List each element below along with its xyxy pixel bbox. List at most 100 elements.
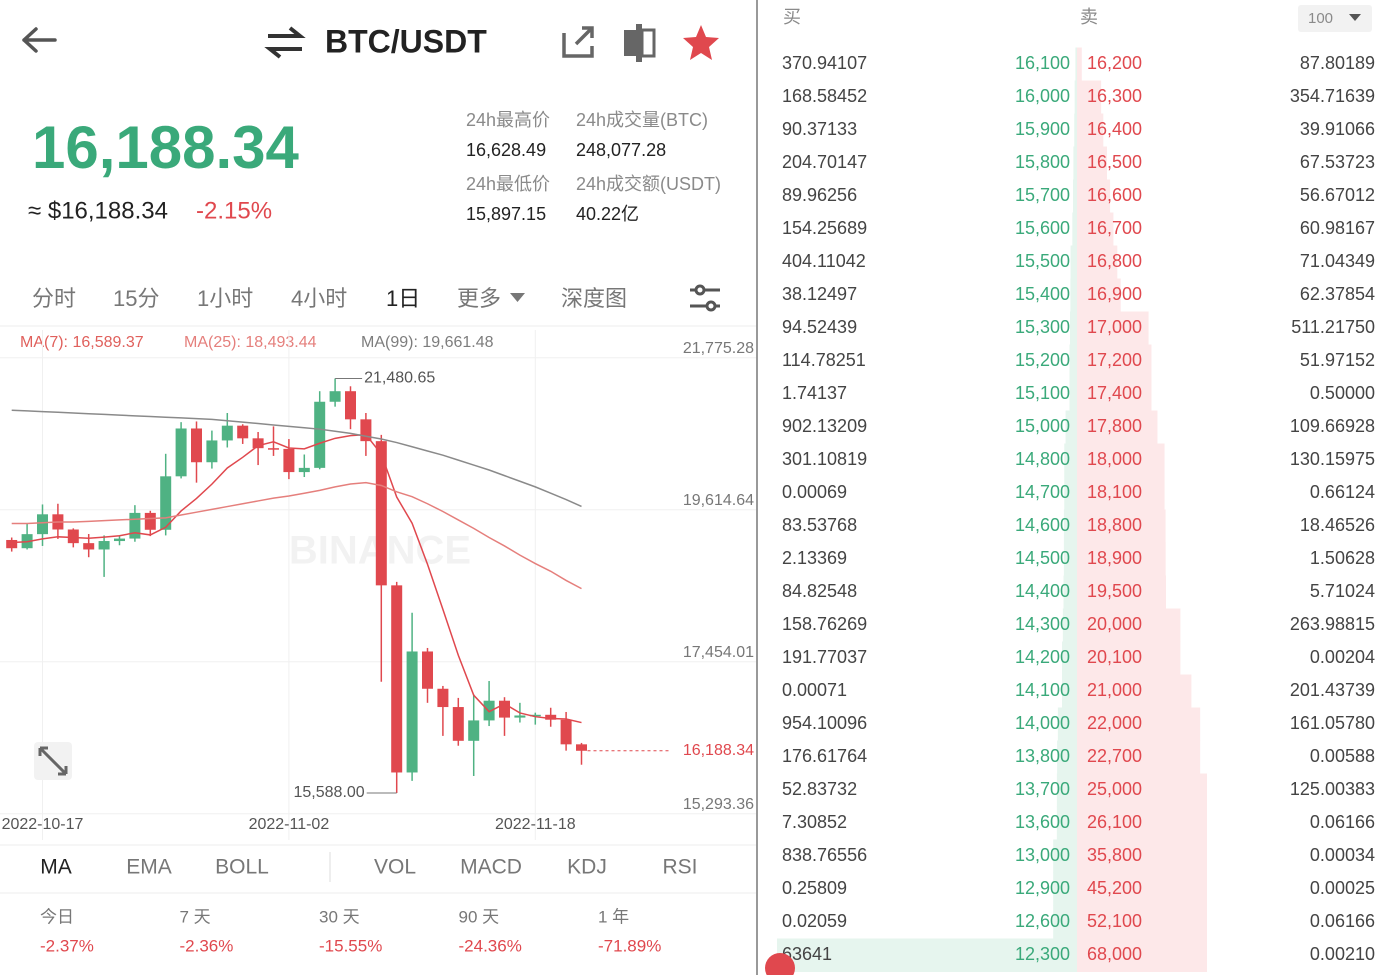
indicator-tab[interactable]: KDJ bbox=[567, 856, 607, 879]
float-button[interactable] bbox=[765, 953, 795, 975]
sell-header: 卖 bbox=[1080, 7, 1098, 27]
bid-quantity: 204.70147 bbox=[782, 152, 867, 172]
depth-select[interactable]: 100 bbox=[1298, 5, 1372, 32]
bid-quantity: 0.02059 bbox=[782, 911, 847, 931]
ask-depth-bar bbox=[1077, 443, 1165, 477]
candle-body bbox=[175, 428, 187, 477]
ask-quantity: 0.50000 bbox=[1310, 383, 1375, 403]
candle-body bbox=[67, 529, 79, 544]
bid-price: 15,100 bbox=[1015, 383, 1070, 403]
bid-quantity: 0.00071 bbox=[782, 680, 847, 700]
bid-price: 13,700 bbox=[1015, 779, 1070, 799]
bid-price: 13,600 bbox=[1015, 812, 1070, 832]
expand-icon[interactable] bbox=[34, 742, 72, 780]
bid-price: 14,500 bbox=[1015, 548, 1070, 568]
candle-body bbox=[144, 512, 156, 530]
ask-quantity: 67.53723 bbox=[1300, 152, 1375, 172]
back-button[interactable] bbox=[22, 27, 57, 53]
indicator-tab[interactable]: MA bbox=[40, 856, 72, 879]
max-label: 21,480.65 bbox=[364, 370, 435, 387]
bid-quantity: 1.74137 bbox=[782, 383, 847, 403]
ask-price: 17,800 bbox=[1087, 416, 1142, 436]
bid-depth-bar bbox=[1057, 740, 1077, 774]
stat-label: 24h最高价 bbox=[466, 110, 550, 130]
ask-depth-bar bbox=[1077, 542, 1166, 576]
perf-value: -71.89% bbox=[598, 936, 661, 955]
ask-depth-bar bbox=[1077, 245, 1118, 279]
price-change: -2.15% bbox=[196, 197, 272, 224]
bid-price: 15,800 bbox=[1015, 152, 1070, 172]
ask-price: 21,000 bbox=[1087, 680, 1142, 700]
ask-price: 20,100 bbox=[1087, 647, 1142, 667]
candle-body bbox=[237, 425, 249, 439]
indicator-tab[interactable]: MACD bbox=[460, 856, 522, 879]
pair-title: BTC/USDT bbox=[325, 23, 487, 59]
ma-line bbox=[11, 433, 582, 724]
indicator-tab[interactable]: RSI bbox=[662, 856, 697, 879]
y-tick-label: 15,293.36 bbox=[683, 796, 754, 813]
ask-quantity: 161.05780 bbox=[1290, 713, 1375, 733]
candle-body bbox=[468, 720, 480, 741]
ask-depth-bar bbox=[1077, 641, 1181, 675]
bid-quantity: 52.83732 bbox=[782, 779, 857, 799]
bid-quantity: 370.94107 bbox=[782, 53, 867, 73]
bid-quantity: 838.76556 bbox=[782, 845, 867, 865]
perf-label: 今日 bbox=[40, 907, 74, 926]
settings-icon[interactable] bbox=[690, 284, 720, 312]
bid-quantity: 114.78251 bbox=[782, 350, 866, 370]
ask-price: 18,800 bbox=[1087, 515, 1142, 535]
bid-price: 15,500 bbox=[1015, 251, 1070, 271]
layout-icon[interactable] bbox=[624, 24, 656, 62]
bid-depth-bar bbox=[1063, 542, 1077, 576]
interval-tab[interactable]: 4小时 bbox=[291, 286, 347, 311]
interval-tab[interactable]: 更多 bbox=[457, 286, 501, 311]
bid-quantity: 191.77037 bbox=[782, 647, 867, 667]
bid-depth-bar bbox=[1075, 47, 1077, 81]
ask-price: 16,800 bbox=[1087, 251, 1142, 271]
ask-quantity: 87.80189 bbox=[1300, 53, 1375, 73]
bid-quantity: 89.96256 bbox=[782, 185, 857, 205]
ask-depth-bar bbox=[1077, 476, 1165, 510]
ask-depth-bar bbox=[1077, 146, 1108, 180]
stat-label: 24h成交量(BTC) bbox=[576, 110, 708, 130]
bid-quantity: 301.10819 bbox=[782, 449, 867, 469]
candle-body bbox=[345, 391, 356, 420]
ask-quantity: 0.06166 bbox=[1310, 812, 1375, 832]
interval-tab[interactable]: 1小时 bbox=[197, 286, 253, 311]
ask-price: 16,300 bbox=[1087, 86, 1142, 106]
bid-depth-bar bbox=[1053, 839, 1077, 873]
last-price-tag: 16,188.34 bbox=[683, 742, 754, 759]
perf-label: 30 天 bbox=[319, 907, 360, 926]
share-icon[interactable] bbox=[562, 26, 594, 58]
interval-tab[interactable]: 15分 bbox=[113, 286, 159, 311]
ask-quantity: 0.00025 bbox=[1310, 878, 1375, 898]
bid-depth-bar bbox=[1070, 245, 1077, 279]
indicator-tab[interactable]: VOL bbox=[374, 856, 416, 879]
interval-tab[interactable]: 1日 bbox=[386, 286, 420, 311]
indicator-tab[interactable]: EMA bbox=[126, 856, 172, 879]
perf-value: -15.55% bbox=[319, 936, 382, 955]
bid-depth-bar bbox=[1062, 674, 1077, 708]
x-tick-label: 2022-11-18 bbox=[495, 816, 576, 833]
bid-price: 12,600 bbox=[1015, 911, 1070, 931]
interval-tab[interactable]: 分时 bbox=[32, 286, 76, 311]
bid-quantity: 404.11042 bbox=[782, 251, 866, 271]
candle-body bbox=[160, 476, 172, 530]
ask-depth-bar bbox=[1077, 410, 1158, 444]
ask-depth-bar bbox=[1077, 806, 1207, 840]
indicator-tab[interactable]: BOLL bbox=[215, 856, 269, 879]
swap-icon[interactable] bbox=[264, 26, 306, 59]
ask-quantity: 125.00383 bbox=[1290, 779, 1375, 799]
ask-quantity: 0.00034 bbox=[1310, 845, 1375, 865]
perf-value: -24.36% bbox=[459, 936, 522, 955]
interval-tab[interactable]: 深度图 bbox=[561, 286, 627, 311]
ask-depth-bar bbox=[1077, 575, 1166, 609]
bid-price: 14,800 bbox=[1015, 449, 1070, 469]
ask-depth-bar bbox=[1077, 674, 1192, 708]
ask-quantity: 1.50628 bbox=[1310, 548, 1375, 568]
min-label: 15,588.00 bbox=[294, 784, 365, 801]
bid-quantity: 168.58452 bbox=[782, 86, 867, 106]
bid-price: 14,300 bbox=[1015, 614, 1070, 634]
favorite-star[interactable] bbox=[683, 25, 719, 60]
